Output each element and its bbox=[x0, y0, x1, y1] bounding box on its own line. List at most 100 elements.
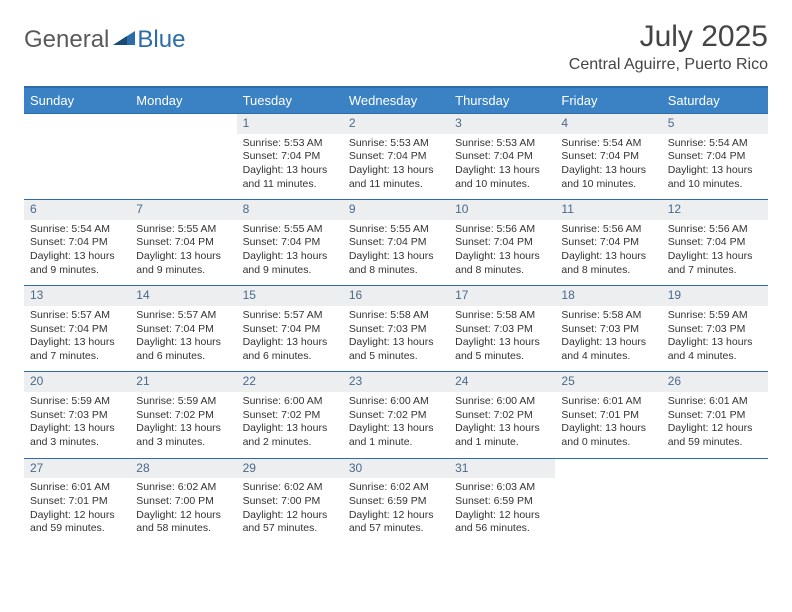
day-content: Sunrise: 5:59 AMSunset: 7:03 PMDaylight:… bbox=[662, 306, 768, 372]
calendar-cell: 14Sunrise: 5:57 AMSunset: 7:04 PMDayligh… bbox=[130, 285, 236, 371]
day-content: Sunrise: 5:54 AMSunset: 7:04 PMDaylight:… bbox=[555, 134, 661, 200]
location-label: Central Aguirre, Puerto Rico bbox=[569, 56, 768, 74]
day-content: Sunrise: 5:57 AMSunset: 7:04 PMDaylight:… bbox=[24, 306, 130, 372]
sunset-line: Sunset: 7:04 PM bbox=[668, 236, 762, 250]
day-content: Sunrise: 5:55 AMSunset: 7:04 PMDaylight:… bbox=[343, 220, 449, 286]
day-number: 12 bbox=[662, 199, 768, 220]
day-number: 29 bbox=[237, 458, 343, 479]
daylight-line: Daylight: 13 hours and 3 minutes. bbox=[136, 422, 230, 449]
day-number: 6 bbox=[24, 199, 130, 220]
day-content: Sunrise: 5:53 AMSunset: 7:04 PMDaylight:… bbox=[237, 134, 343, 200]
calendar-cell: 16Sunrise: 5:58 AMSunset: 7:03 PMDayligh… bbox=[343, 285, 449, 371]
sunrise-line: Sunrise: 6:01 AM bbox=[668, 395, 762, 409]
sunset-line: Sunset: 7:04 PM bbox=[243, 323, 337, 337]
sunrise-line: Sunrise: 6:00 AM bbox=[243, 395, 337, 409]
daylight-line: Daylight: 13 hours and 8 minutes. bbox=[455, 250, 549, 277]
calendar-cell: 17Sunrise: 5:58 AMSunset: 7:03 PMDayligh… bbox=[449, 285, 555, 371]
calendar-cell: 11Sunrise: 5:56 AMSunset: 7:04 PMDayligh… bbox=[555, 199, 661, 285]
day-content: Sunrise: 6:02 AMSunset: 7:00 PMDaylight:… bbox=[237, 478, 343, 544]
day-content: Sunrise: 5:56 AMSunset: 7:04 PMDaylight:… bbox=[449, 220, 555, 286]
sunrise-line: Sunrise: 5:54 AM bbox=[668, 137, 762, 151]
calendar-cell: 29Sunrise: 6:02 AMSunset: 7:00 PMDayligh… bbox=[237, 458, 343, 544]
day-content: Sunrise: 5:58 AMSunset: 7:03 PMDaylight:… bbox=[343, 306, 449, 372]
daylight-line: Daylight: 13 hours and 9 minutes. bbox=[30, 250, 124, 277]
calendar-cell: 12Sunrise: 5:56 AMSunset: 7:04 PMDayligh… bbox=[662, 199, 768, 285]
daylight-line: Daylight: 13 hours and 6 minutes. bbox=[136, 336, 230, 363]
sunset-line: Sunset: 7:04 PM bbox=[243, 150, 337, 164]
sunset-line: Sunset: 7:04 PM bbox=[455, 150, 549, 164]
day-content: Sunrise: 6:01 AMSunset: 7:01 PMDaylight:… bbox=[24, 478, 130, 544]
calendar-cell: 25Sunrise: 6:01 AMSunset: 7:01 PMDayligh… bbox=[555, 371, 661, 457]
calendar-row: 6Sunrise: 5:54 AMSunset: 7:04 PMDaylight… bbox=[24, 199, 768, 285]
weekday-header: Sunday bbox=[24, 87, 130, 113]
sunrise-line: Sunrise: 5:59 AM bbox=[136, 395, 230, 409]
calendar-cell: 31Sunrise: 6:03 AMSunset: 6:59 PMDayligh… bbox=[449, 458, 555, 544]
day-content-empty bbox=[130, 134, 236, 199]
daylight-line: Daylight: 13 hours and 1 minute. bbox=[455, 422, 549, 449]
sunrise-line: Sunrise: 6:02 AM bbox=[243, 481, 337, 495]
daylight-line: Daylight: 13 hours and 4 minutes. bbox=[668, 336, 762, 363]
daylight-line: Daylight: 13 hours and 5 minutes. bbox=[349, 336, 443, 363]
day-content: Sunrise: 5:57 AMSunset: 7:04 PMDaylight:… bbox=[237, 306, 343, 372]
calendar-cell: 28Sunrise: 6:02 AMSunset: 7:00 PMDayligh… bbox=[130, 458, 236, 544]
sunset-line: Sunset: 7:01 PM bbox=[30, 495, 124, 509]
sunset-line: Sunset: 6:59 PM bbox=[455, 495, 549, 509]
day-number: 23 bbox=[343, 371, 449, 392]
calendar-cell bbox=[24, 113, 130, 199]
daylight-line: Daylight: 13 hours and 9 minutes. bbox=[243, 250, 337, 277]
sunset-line: Sunset: 7:04 PM bbox=[243, 236, 337, 250]
sunrise-line: Sunrise: 6:00 AM bbox=[349, 395, 443, 409]
day-number: 1 bbox=[237, 113, 343, 134]
sunset-line: Sunset: 7:03 PM bbox=[561, 323, 655, 337]
day-content: Sunrise: 5:53 AMSunset: 7:04 PMDaylight:… bbox=[449, 134, 555, 200]
calendar-header-row: SundayMondayTuesdayWednesdayThursdayFrid… bbox=[24, 87, 768, 113]
sunrise-line: Sunrise: 5:55 AM bbox=[349, 223, 443, 237]
day-content: Sunrise: 5:55 AMSunset: 7:04 PMDaylight:… bbox=[130, 220, 236, 286]
sunset-line: Sunset: 7:03 PM bbox=[30, 409, 124, 423]
day-content: Sunrise: 6:00 AMSunset: 7:02 PMDaylight:… bbox=[237, 392, 343, 458]
day-number-empty bbox=[662, 458, 768, 479]
sunrise-line: Sunrise: 5:53 AM bbox=[455, 137, 549, 151]
day-content-empty bbox=[24, 134, 130, 199]
day-content: Sunrise: 6:00 AMSunset: 7:02 PMDaylight:… bbox=[449, 392, 555, 458]
sunrise-line: Sunrise: 5:53 AM bbox=[243, 137, 337, 151]
sunset-line: Sunset: 7:03 PM bbox=[455, 323, 549, 337]
sunrise-line: Sunrise: 5:56 AM bbox=[668, 223, 762, 237]
sunrise-line: Sunrise: 5:59 AM bbox=[30, 395, 124, 409]
day-content: Sunrise: 5:54 AMSunset: 7:04 PMDaylight:… bbox=[662, 134, 768, 200]
month-title: July 2025 bbox=[569, 20, 768, 54]
day-number: 28 bbox=[130, 458, 236, 479]
daylight-line: Daylight: 12 hours and 56 minutes. bbox=[455, 509, 549, 536]
sunset-line: Sunset: 7:04 PM bbox=[349, 236, 443, 250]
day-content: Sunrise: 5:55 AMSunset: 7:04 PMDaylight:… bbox=[237, 220, 343, 286]
day-number: 21 bbox=[130, 371, 236, 392]
day-number: 31 bbox=[449, 458, 555, 479]
day-number: 8 bbox=[237, 199, 343, 220]
calendar-row: 13Sunrise: 5:57 AMSunset: 7:04 PMDayligh… bbox=[24, 285, 768, 371]
sunset-line: Sunset: 7:00 PM bbox=[136, 495, 230, 509]
title-block: July 2025 Central Aguirre, Puerto Rico bbox=[569, 20, 768, 74]
day-content: Sunrise: 6:02 AMSunset: 6:59 PMDaylight:… bbox=[343, 478, 449, 544]
day-number: 19 bbox=[662, 285, 768, 306]
header: General Blue July 2025 Central Aguirre, … bbox=[24, 20, 768, 74]
daylight-line: Daylight: 12 hours and 59 minutes. bbox=[30, 509, 124, 536]
sunrise-line: Sunrise: 5:55 AM bbox=[243, 223, 337, 237]
day-number-empty bbox=[130, 113, 236, 134]
day-content: Sunrise: 5:59 AMSunset: 7:03 PMDaylight:… bbox=[24, 392, 130, 458]
day-number: 9 bbox=[343, 199, 449, 220]
day-content: Sunrise: 5:53 AMSunset: 7:04 PMDaylight:… bbox=[343, 134, 449, 200]
weekday-header: Wednesday bbox=[343, 87, 449, 113]
sunrise-line: Sunrise: 5:56 AM bbox=[561, 223, 655, 237]
day-content: Sunrise: 6:01 AMSunset: 7:01 PMDaylight:… bbox=[555, 392, 661, 458]
day-content: Sunrise: 5:56 AMSunset: 7:04 PMDaylight:… bbox=[662, 220, 768, 286]
daylight-line: Daylight: 13 hours and 11 minutes. bbox=[349, 164, 443, 191]
sunset-line: Sunset: 7:01 PM bbox=[561, 409, 655, 423]
calendar-cell: 18Sunrise: 5:58 AMSunset: 7:03 PMDayligh… bbox=[555, 285, 661, 371]
daylight-line: Daylight: 13 hours and 3 minutes. bbox=[30, 422, 124, 449]
day-number: 15 bbox=[237, 285, 343, 306]
daylight-line: Daylight: 13 hours and 7 minutes. bbox=[668, 250, 762, 277]
calendar-cell: 27Sunrise: 6:01 AMSunset: 7:01 PMDayligh… bbox=[24, 458, 130, 544]
sunset-line: Sunset: 7:02 PM bbox=[455, 409, 549, 423]
sunset-line: Sunset: 7:04 PM bbox=[349, 150, 443, 164]
calendar-cell: 26Sunrise: 6:01 AMSunset: 7:01 PMDayligh… bbox=[662, 371, 768, 457]
